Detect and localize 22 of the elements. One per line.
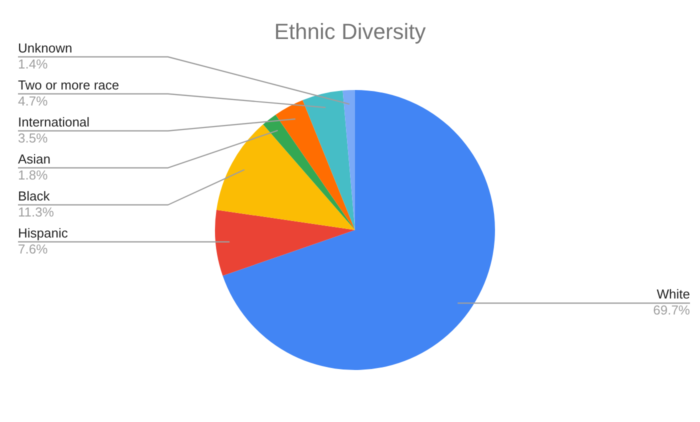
pie-slice — [342, 90, 355, 230]
pie-slice — [216, 124, 355, 230]
pie-slice — [222, 90, 495, 370]
data-label: 1.4% — [18, 56, 48, 72]
pie-slice — [215, 210, 355, 276]
slice-label: Asian — [18, 151, 51, 166]
pie-slice — [302, 90, 355, 230]
slice-label: Two or more race — [18, 77, 120, 92]
slice-label: Black — [18, 188, 50, 204]
slice-label: Unknown — [18, 40, 72, 56]
slice-label: International — [18, 114, 90, 130]
data-label: 3.5% — [18, 130, 48, 146]
data-label: 69.7% — [653, 302, 690, 318]
pie-slice — [276, 100, 355, 230]
data-label: 4.7% — [18, 93, 48, 108]
pie-slice — [263, 114, 355, 230]
data-label: 11.3% — [18, 204, 54, 220]
slice-label: Hispanic — [18, 225, 68, 240]
chart-title: Ethnic Diversity — [274, 19, 426, 44]
data-label: 1.8% — [18, 167, 48, 182]
slice-label: White — [656, 286, 690, 302]
data-label: 7.6% — [18, 241, 48, 256]
